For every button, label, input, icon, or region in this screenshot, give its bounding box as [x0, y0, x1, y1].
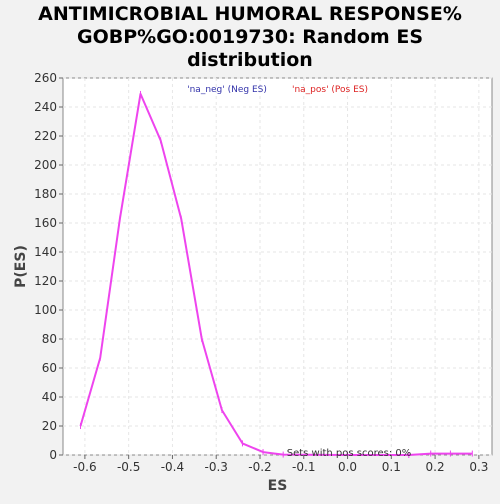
y-tick-label: 80	[42, 332, 57, 346]
y-tick-label: 100	[34, 303, 57, 317]
series-line	[79, 92, 473, 456]
y-tick-label: 220	[34, 129, 57, 143]
y-tick-label: 240	[34, 100, 57, 114]
x-tick-label: 0.3	[469, 460, 488, 474]
y-tick-label: 260	[34, 71, 57, 85]
x-tick-label: -0.1	[292, 460, 315, 474]
y-tick-label: 120	[34, 274, 57, 288]
legend-item: 'na_pos' (Pos ES)	[292, 85, 368, 95]
x-tick-label: -0.4	[161, 460, 184, 474]
x-axis: -0.6 -0.5 -0.4 -0.3 -0.2 -0.1 0.0 0.1 0.2 0.3	[73, 455, 488, 474]
y-tick-label: 140	[34, 245, 57, 259]
y-tick-label: 60	[42, 361, 57, 375]
grid	[63, 77, 492, 456]
title-line: GOBP%GO:0019730: Random ES	[77, 26, 423, 48]
x-tick-label: 0.2	[426, 460, 445, 474]
x-axis-label: ES	[268, 478, 288, 494]
title-line: distribution	[187, 49, 313, 71]
x-tick-label: -0.2	[248, 460, 271, 474]
y-tick-label: 200	[34, 158, 57, 172]
y-tick-label: 180	[34, 187, 57, 201]
title-line: ANTIMICROBIAL HUMORAL RESPONSE%	[38, 3, 462, 25]
y-tick-label: 160	[34, 216, 57, 230]
x-tick-label: 0.1	[382, 460, 401, 474]
x-tick-label: -0.5	[117, 460, 140, 474]
x-tick-label: -0.3	[205, 460, 228, 474]
x-tick-label: 0.0	[338, 460, 357, 474]
legend: 'na_neg' (Neg ES) 'na_pos' (Pos ES)	[187, 85, 368, 95]
annotation-text: Sets with pos scores: 0%	[287, 448, 412, 459]
y-axis: 0 20 40 60 80 100 120 140 160 180 200 220 240 260	[34, 71, 63, 462]
x-tick-label: -0.6	[73, 460, 96, 474]
plot-area	[62, 77, 493, 456]
y-tick-label: 0	[49, 448, 57, 462]
chart-title: ANTIMICROBIAL HUMORAL RESPONSE%GOBP%GO:0…	[38, 3, 462, 71]
y-tick-label: 20	[42, 419, 57, 433]
legend-item: 'na_neg' (Neg ES)	[187, 85, 267, 95]
y-axis-label: P(ES)	[13, 245, 29, 288]
y-tick-label: 40	[42, 390, 57, 404]
